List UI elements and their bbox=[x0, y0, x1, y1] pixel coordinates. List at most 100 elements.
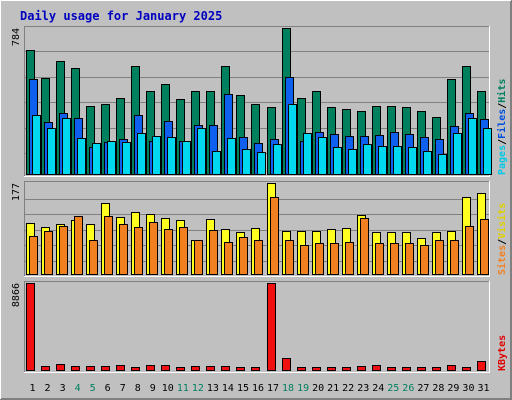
bar-pages-day-23 bbox=[363, 144, 372, 175]
bar-sites-day-28 bbox=[435, 240, 444, 275]
x-tick-label: 2 bbox=[45, 383, 51, 394]
panel-legend: Pages/Files/Hits bbox=[496, 79, 508, 175]
bar-sites-day-23 bbox=[360, 218, 369, 275]
bar-sites-day-24 bbox=[375, 243, 384, 275]
bar-kbytes-day-16 bbox=[251, 367, 260, 371]
x-tick-label: 8 bbox=[135, 383, 141, 394]
bar-pages-day-28 bbox=[438, 154, 447, 175]
bar-kbytes-day-9 bbox=[146, 365, 155, 371]
x-tick-label: 16 bbox=[252, 383, 264, 394]
x-tick-label: 17 bbox=[267, 383, 279, 394]
bar-sites-day-7 bbox=[119, 224, 128, 275]
bar-kbytes-day-28 bbox=[432, 367, 441, 371]
bar-pages-day-31 bbox=[483, 128, 492, 175]
bar-sites-day-2 bbox=[44, 231, 53, 275]
x-tick-label: 6 bbox=[105, 383, 111, 394]
bar-pages-day-10 bbox=[167, 137, 176, 175]
panel-legend: KBytes bbox=[497, 335, 508, 371]
bar-sites-day-8 bbox=[134, 227, 143, 275]
bar-kbytes-day-13 bbox=[206, 366, 215, 371]
bar-sites-day-20 bbox=[315, 243, 324, 275]
bar-kbytes-day-2 bbox=[41, 366, 50, 371]
bar-kbytes-day-22 bbox=[342, 367, 351, 371]
bar-pages-day-14 bbox=[227, 138, 236, 175]
bar-pages-day-16 bbox=[257, 152, 266, 175]
x-tick-label: 10 bbox=[162, 383, 174, 394]
bar-sites-day-21 bbox=[330, 243, 339, 275]
bar-kbytes-day-5 bbox=[86, 366, 95, 371]
x-tick-label: 4 bbox=[75, 383, 81, 394]
bar-sites-day-18 bbox=[285, 240, 294, 275]
bar-kbytes-day-8 bbox=[131, 367, 140, 371]
x-tick-label: 3 bbox=[60, 383, 66, 394]
panel-top: 784 Pages/Files/Hits bbox=[11, 26, 508, 177]
bar-sites-day-13 bbox=[209, 230, 218, 275]
bar-kbytes-day-1 bbox=[26, 283, 35, 371]
x-tick-label: 22 bbox=[342, 383, 354, 394]
x-tick-label: 14 bbox=[222, 383, 234, 394]
bar-pages-day-29 bbox=[453, 133, 462, 175]
bar-pages-day-22 bbox=[348, 149, 357, 175]
bar-pages-day-25 bbox=[393, 146, 402, 175]
legend-entry: / bbox=[497, 239, 508, 245]
x-tick-label: 20 bbox=[312, 383, 324, 394]
bar-pages-day-1 bbox=[32, 115, 41, 175]
bar-sites-day-5 bbox=[89, 240, 98, 275]
bar-sites-day-19 bbox=[300, 245, 309, 275]
bar-pages-day-24 bbox=[378, 146, 387, 175]
x-tick-label: 23 bbox=[357, 383, 369, 394]
bar-pages-day-20 bbox=[318, 137, 327, 175]
x-tick-label: 11 bbox=[177, 383, 189, 394]
bar-pages-day-30 bbox=[468, 118, 477, 175]
panel-middle: 177 Sites/Visits bbox=[11, 181, 508, 277]
bar-pages-day-4 bbox=[77, 138, 86, 175]
x-tick-label: 31 bbox=[477, 383, 489, 394]
legend-entry: Files bbox=[496, 109, 508, 139]
bar-kbytes-day-4 bbox=[71, 366, 80, 371]
bar-sites-day-3 bbox=[59, 226, 68, 275]
bar-sites-day-14 bbox=[224, 242, 233, 275]
bar-pages-day-5 bbox=[92, 143, 101, 175]
bar-kbytes-day-11 bbox=[176, 367, 185, 371]
bar-sites-day-30 bbox=[465, 226, 474, 275]
x-tick-label: 12 bbox=[192, 383, 204, 394]
legend-entry: Visits bbox=[496, 203, 508, 239]
plot-area bbox=[24, 281, 490, 373]
x-tick-label: 26 bbox=[402, 383, 414, 394]
bar-kbytes-day-10 bbox=[161, 365, 170, 371]
bar-kbytes-day-25 bbox=[387, 367, 396, 371]
bar-pages-day-13 bbox=[212, 151, 221, 175]
bar-kbytes-day-26 bbox=[402, 367, 411, 371]
bar-kbytes-day-17 bbox=[267, 283, 276, 371]
bar-kbytes-day-27 bbox=[417, 367, 426, 371]
legend-entry: Sites bbox=[496, 245, 508, 275]
bar-kbytes-day-30 bbox=[462, 367, 471, 371]
bar-pages-day-6 bbox=[107, 141, 116, 175]
bar-kbytes-day-18 bbox=[282, 358, 291, 371]
bar-sites-day-16 bbox=[254, 240, 263, 275]
bar-pages-day-8 bbox=[137, 133, 146, 175]
y-max-label: 784 bbox=[11, 28, 22, 46]
bar-kbytes-day-7 bbox=[116, 365, 125, 371]
x-tick-label: 29 bbox=[447, 383, 459, 394]
bar-kbytes-day-15 bbox=[236, 367, 245, 371]
bar-pages-day-17 bbox=[273, 144, 282, 175]
y-max-label: 177 bbox=[11, 183, 22, 201]
y-max-label: 8866 bbox=[11, 283, 22, 307]
bar-kbytes-day-6 bbox=[101, 366, 110, 371]
x-tick-label: 19 bbox=[297, 383, 309, 394]
legend-entry: / bbox=[497, 139, 508, 145]
bar-pages-day-15 bbox=[242, 149, 251, 175]
x-tick-label: 5 bbox=[90, 383, 96, 394]
bar-sites-day-26 bbox=[405, 243, 414, 275]
chart-title: Daily usage for January 2025 bbox=[20, 9, 222, 23]
bar-pages-day-11 bbox=[182, 141, 191, 175]
x-tick-label: 1 bbox=[30, 383, 36, 394]
bar-pages-day-7 bbox=[122, 142, 131, 175]
bar-kbytes-day-19 bbox=[297, 367, 306, 371]
legend-entry: Pages bbox=[497, 145, 508, 175]
bar-kbytes-day-29 bbox=[447, 365, 456, 371]
bar-sites-day-1 bbox=[29, 236, 38, 275]
bar-pages-day-19 bbox=[303, 133, 312, 175]
